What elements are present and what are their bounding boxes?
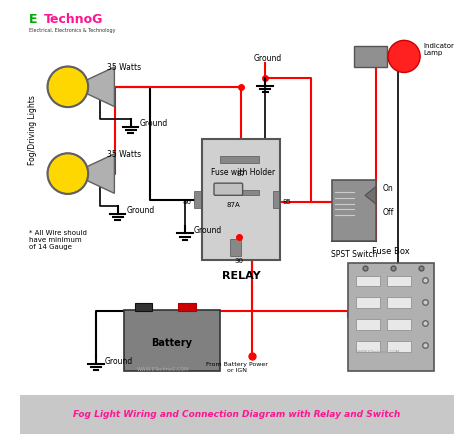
FancyBboxPatch shape xyxy=(347,263,435,371)
Text: Ground: Ground xyxy=(105,357,133,365)
Text: 85: 85 xyxy=(283,199,292,205)
Text: On: On xyxy=(383,184,393,193)
FancyBboxPatch shape xyxy=(135,303,152,311)
Text: Fuse Box: Fuse Box xyxy=(372,247,410,256)
Text: TechnoG: TechnoG xyxy=(44,13,103,26)
FancyBboxPatch shape xyxy=(124,310,219,371)
FancyBboxPatch shape xyxy=(219,190,259,195)
FancyBboxPatch shape xyxy=(219,156,259,163)
Text: 30: 30 xyxy=(235,258,244,264)
Text: From Battery Power
or IGN: From Battery Power or IGN xyxy=(206,362,268,373)
Text: Electrical, Electronics & Technology: Electrical, Electronics & Technology xyxy=(29,28,115,33)
FancyBboxPatch shape xyxy=(356,297,380,308)
Polygon shape xyxy=(72,154,114,194)
Text: Ground: Ground xyxy=(193,227,222,235)
FancyBboxPatch shape xyxy=(194,191,201,208)
FancyBboxPatch shape xyxy=(214,183,243,195)
Text: 35 Watts: 35 Watts xyxy=(107,150,141,158)
FancyBboxPatch shape xyxy=(356,341,380,352)
Text: Ground: Ground xyxy=(139,119,168,128)
FancyBboxPatch shape xyxy=(387,341,410,352)
FancyBboxPatch shape xyxy=(354,46,387,67)
Text: Fuse with Holder: Fuse with Holder xyxy=(211,168,275,177)
Text: RELAY: RELAY xyxy=(222,271,261,281)
FancyBboxPatch shape xyxy=(387,297,410,308)
Text: Off: Off xyxy=(383,208,394,217)
FancyBboxPatch shape xyxy=(332,180,376,241)
FancyBboxPatch shape xyxy=(230,239,241,256)
FancyBboxPatch shape xyxy=(387,276,410,286)
Text: Indicator
Lamp: Indicator Lamp xyxy=(424,43,455,56)
Text: 35 Watts: 35 Watts xyxy=(107,63,141,72)
Polygon shape xyxy=(72,67,114,106)
Text: Ground: Ground xyxy=(254,54,282,63)
Text: WWW.ETechnoG.COM: WWW.ETechnoG.COM xyxy=(356,350,401,354)
Text: Ground: Ground xyxy=(127,206,155,215)
FancyBboxPatch shape xyxy=(273,191,279,208)
Text: SPST Switch: SPST Switch xyxy=(331,250,377,259)
Circle shape xyxy=(47,66,88,107)
Text: Fog/Driving Lights: Fog/Driving Lights xyxy=(28,95,37,165)
Text: WWW.ETechnoG.COM: WWW.ETechnoG.COM xyxy=(137,367,190,372)
Text: 87A: 87A xyxy=(226,202,240,208)
FancyBboxPatch shape xyxy=(356,319,380,330)
FancyBboxPatch shape xyxy=(387,319,410,330)
Circle shape xyxy=(388,40,420,72)
FancyBboxPatch shape xyxy=(20,395,454,434)
Text: E: E xyxy=(29,13,37,26)
Text: 86: 86 xyxy=(182,199,191,205)
Text: * All Wire should
have minimum
of 14 Gauge: * All Wire should have minimum of 14 Gau… xyxy=(29,230,87,250)
Text: Fog Light Wiring and Connection Diagram with Relay and Switch: Fog Light Wiring and Connection Diagram … xyxy=(73,410,401,419)
Text: 87: 87 xyxy=(237,171,246,178)
Polygon shape xyxy=(365,187,376,204)
FancyBboxPatch shape xyxy=(178,303,196,311)
FancyBboxPatch shape xyxy=(202,139,281,260)
Text: Battery: Battery xyxy=(151,338,192,348)
FancyBboxPatch shape xyxy=(356,276,380,286)
Circle shape xyxy=(47,153,88,194)
